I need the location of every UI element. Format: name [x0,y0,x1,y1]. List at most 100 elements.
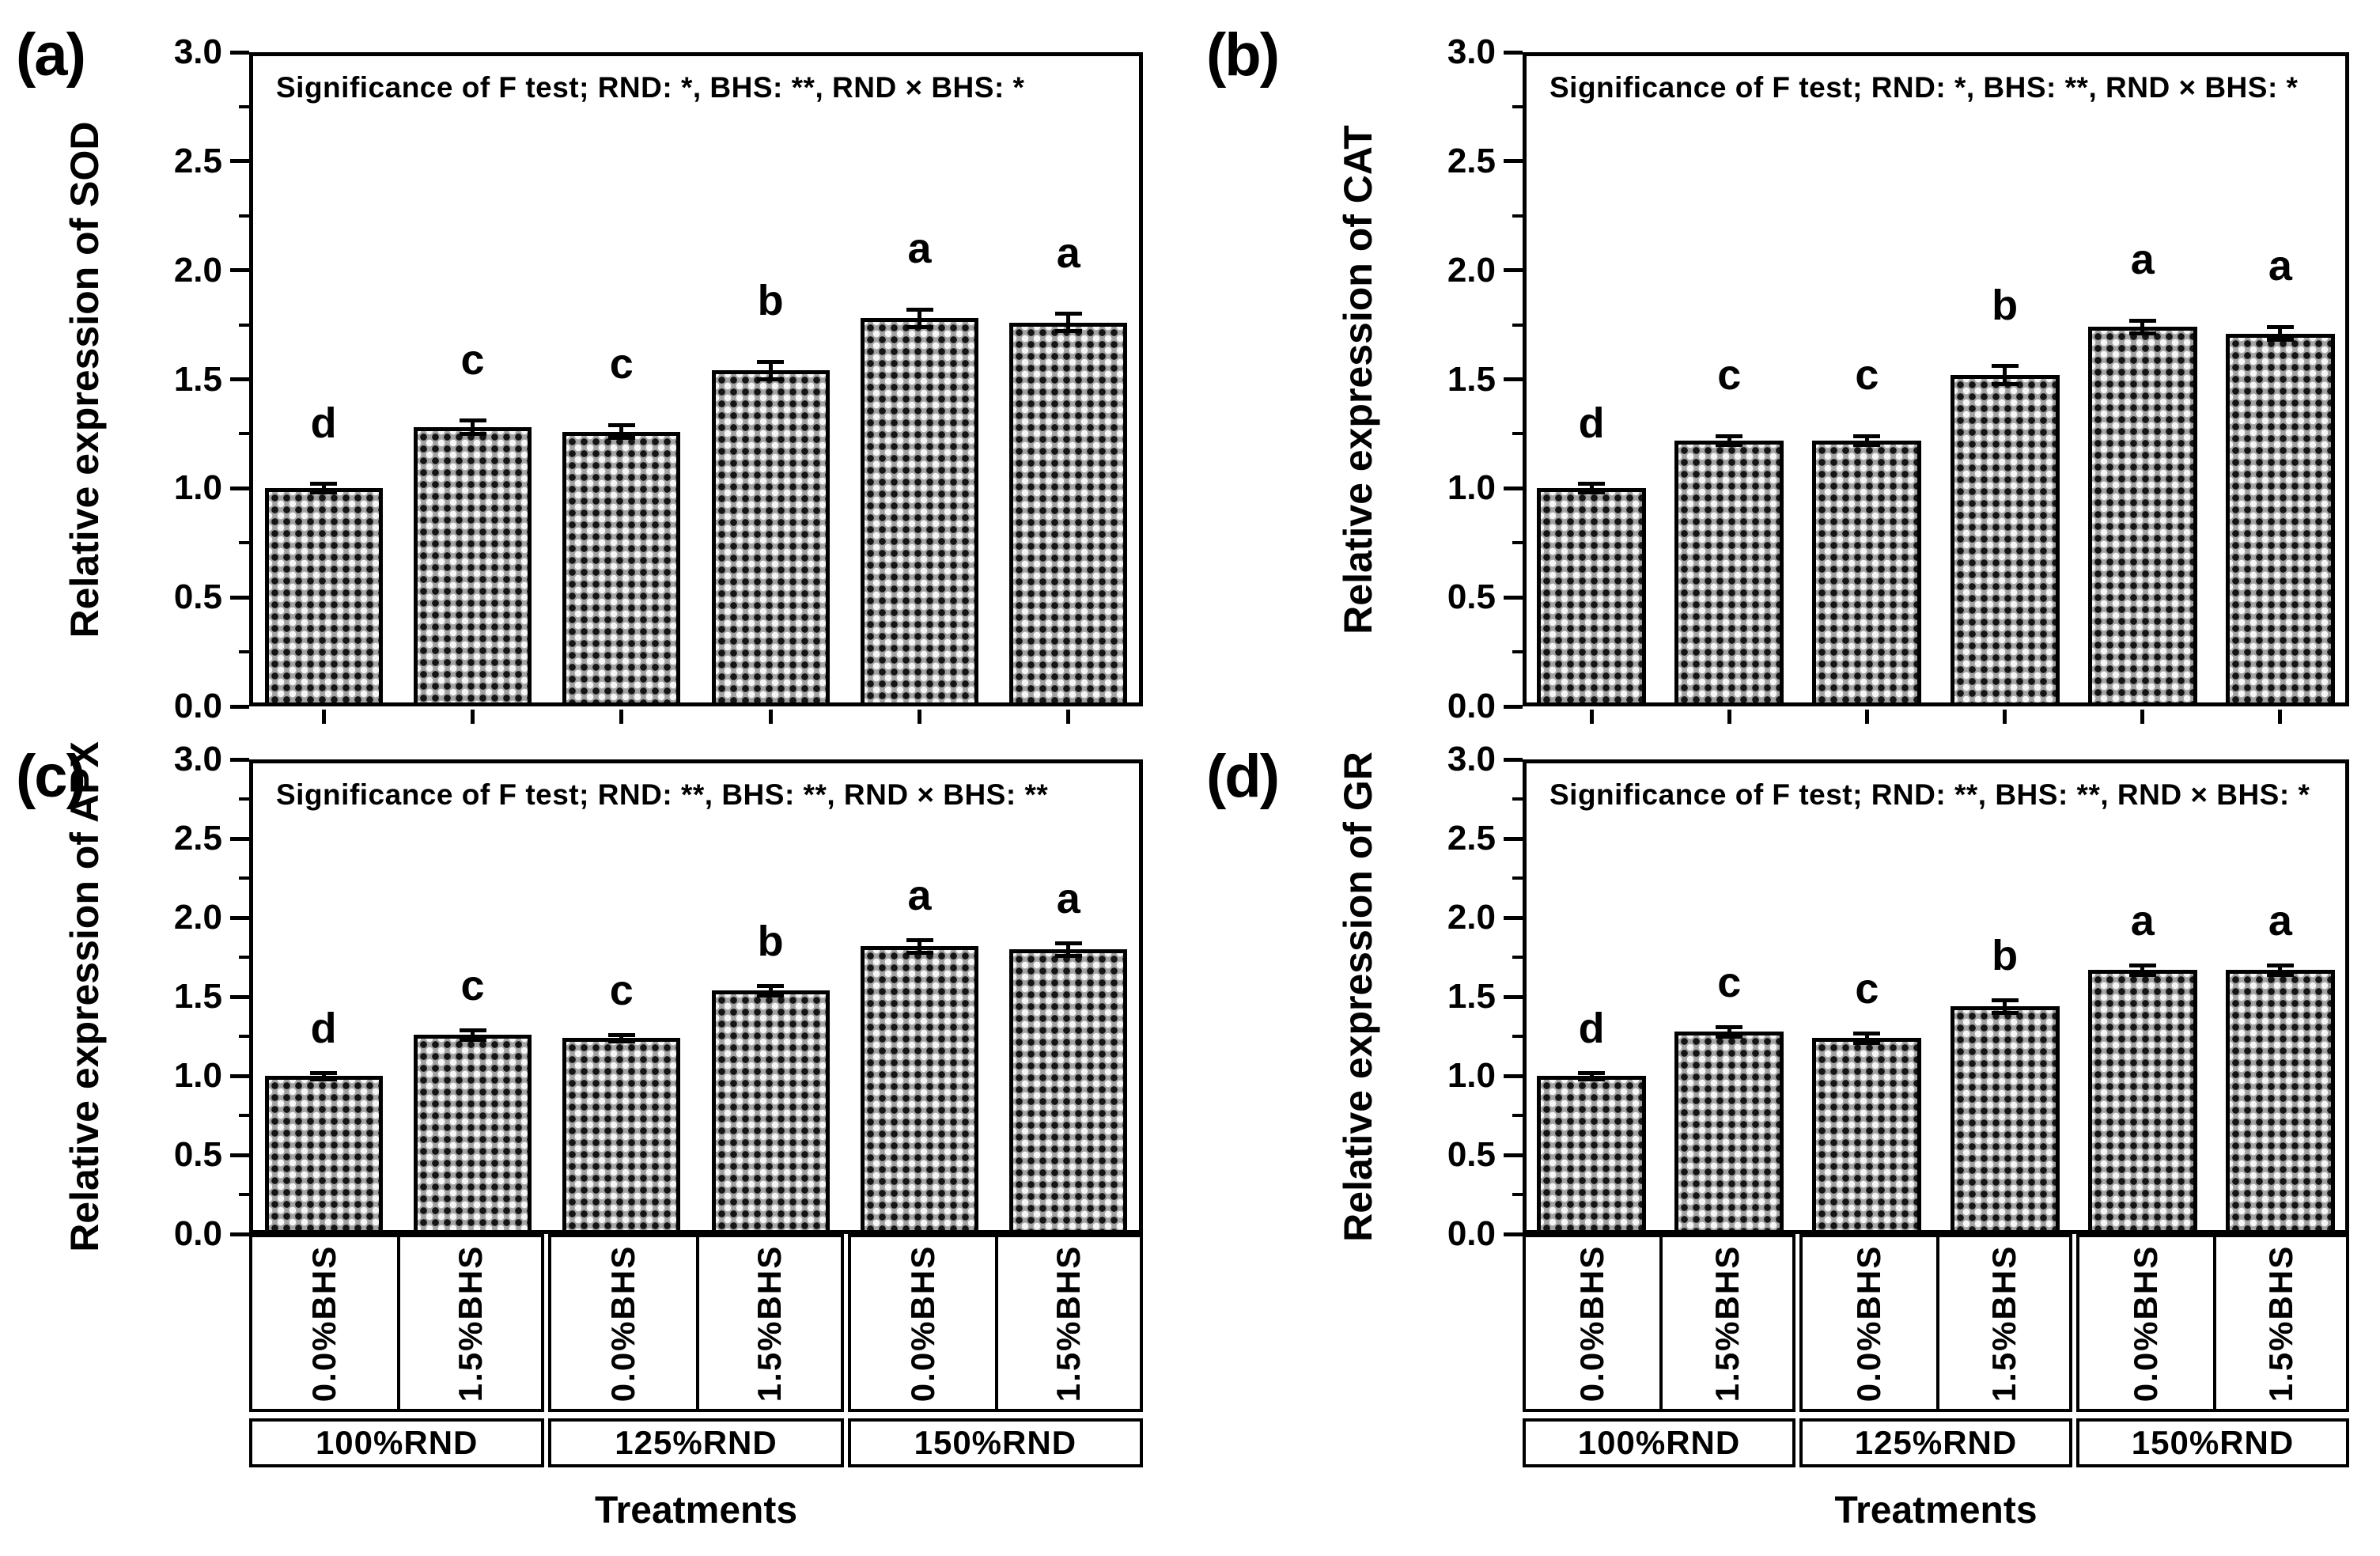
error-bar [321,1073,326,1079]
significance-letter: a [1056,875,1080,922]
y-minor-tick [1512,1114,1523,1117]
bhs-label-cell: 1.5%BHS [995,1237,1140,1409]
y-minor-tick [1512,432,1523,436]
y-axis-title: Relative expression of APX [62,741,107,1252]
error-bar-cap [607,1032,635,1037]
panel-d: (d) Relative expression of GR Significan… [1190,740,2380,1556]
error-bar-cap [607,1039,635,1043]
bhs-label: 0.0%BHS [305,1244,343,1402]
y-tick-label: 3.0 [173,740,222,778]
y-major-tick [1504,704,1523,709]
y-major-tick [1504,268,1523,273]
x-tick [471,710,475,724]
y-major-tick [1504,1073,1523,1078]
y-major-tick [1504,50,1523,55]
y-tick-label: 0.5 [1447,577,1496,617]
significance-letter: c [460,335,485,384]
bar [711,990,830,1234]
bhs-label-group: 0.0%BHS 1.5%BHS [249,1234,545,1412]
bar [1812,440,1922,706]
rnd-group-cell: 100%RND [1523,1418,1795,1467]
y-minor-tick [239,214,249,218]
bhs-label-cell: 0.0%BHS [551,1237,696,1409]
bhs-label-group: 0.0%BHS 1.5%BHS [1523,1234,1795,1412]
bhs-label: 1.5%BHS [2261,1244,2299,1402]
y-tick-label: 0.0 [173,687,222,725]
y-tick-label: 1.0 [173,1056,222,1095]
x-axis-title: Treatments [594,1490,798,1531]
error-bar-cap [2128,972,2156,977]
error-bar [2003,1000,2007,1013]
error-bar-cap [310,490,338,495]
y-tick-label: 0.0 [173,1214,222,1253]
y-tick-label: 2.5 [173,819,222,858]
significance-letter: d [1578,399,1605,447]
error-bar-cap [2128,318,2156,323]
x-tick [1589,710,1594,724]
panel-label: (d) [1206,743,1280,810]
error-bar-cap [459,431,486,436]
error-bar [1727,436,1731,445]
error-bar-cap [1716,442,1743,447]
error-bar-cap [310,1077,338,1081]
error-bar-cap [459,1028,486,1032]
bar [264,488,383,706]
bhs-label-group: 0.0%BHS 1.5%BHS [548,1234,844,1412]
bar [562,431,681,706]
bhs-label-cell: 0.0%BHS [252,1237,397,1409]
significance-letter: c [1717,350,1742,399]
y-major-tick [230,994,249,999]
y-minor-tick [1512,541,1523,545]
y-axis-title: Relative expression of SOD [62,120,107,638]
y-tick-label: 1.5 [173,977,222,1016]
x-tick [2140,710,2145,724]
significance-letter: c [609,967,634,1014]
error-bar [619,425,624,438]
y-major-tick [1504,486,1523,490]
error-bar-cap [1716,1034,1743,1039]
bhs-label-group: 0.0%BHS 1.5%BHS [847,1234,1143,1412]
significance-annotation: Significance of F test; RND: **, BHS: **… [276,778,1049,811]
y-tick-label: 0.0 [1447,687,1496,725]
y-minor-tick [239,1035,249,1038]
panel-c: (c) Relative expression of APX Significa… [0,740,1190,1556]
significance-letter: a [907,872,932,919]
y-minor-tick [239,323,249,327]
y-major-tick [1504,1153,1523,1157]
significance-letter: c [1855,965,1879,1013]
error-bar-cap [757,377,785,381]
y-tick-label: 2.5 [173,141,222,180]
y-tick-label: 0.5 [1447,1135,1496,1174]
y-tick-label: 2.0 [1447,898,1496,937]
bhs-label: 1.5%BHS [1050,1244,1088,1402]
error-bar [918,940,921,952]
error-bar-cap [2266,972,2294,977]
y-major-tick [1504,994,1523,999]
error-bar [1066,313,1071,331]
rnd-group-cell: 100%RND [249,1418,545,1467]
error-bar-cap [1716,1024,1743,1029]
y-major-tick [230,486,249,490]
significance-letter: d [1578,1005,1605,1052]
bar [264,1076,383,1234]
error-bar [1589,483,1594,493]
y-tick-label: 1.0 [1447,1056,1496,1095]
x-tick [768,710,773,724]
rnd-group-cell: 150%RND [847,1418,1143,1467]
error-bar-cap [459,418,486,423]
error-bar-cap [2266,338,2294,343]
error-bar-cap [310,1070,338,1075]
error-bar-cap [1054,329,1082,334]
bar [861,318,978,706]
y-minor-tick [1512,323,1523,327]
error-bar-cap [906,307,933,312]
error-bar-cap [1054,312,1082,316]
y-tick-label: 1.5 [1447,977,1496,1016]
error-bar-cap [1991,381,2019,386]
bar [1674,1032,1784,1234]
bhs-label: 1.5%BHS [1708,1244,1746,1402]
bhs-label-group: 0.0%BHS 1.5%BHS [1799,1234,2072,1412]
error-bar [471,1030,475,1039]
y-major-tick [1504,1232,1523,1236]
